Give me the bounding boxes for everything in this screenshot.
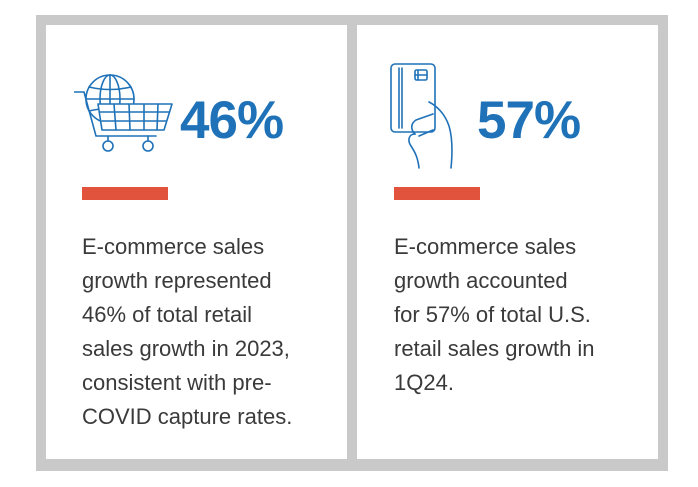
description-line: E-commerce sales <box>394 234 577 259</box>
description-line: consistent with pre- <box>82 370 272 395</box>
description-line: 1Q24. <box>394 370 454 395</box>
stat-description: E-commerce sales growth represented 46% … <box>82 230 337 434</box>
stat-description: E-commerce sales growth accounted for 57… <box>394 230 649 400</box>
globe-shopping-cart-icon <box>74 74 173 152</box>
stat-value: 57% <box>477 91 581 150</box>
description-line: growth accounted <box>394 268 568 293</box>
description-line: E-commerce sales <box>82 234 265 259</box>
description-line: growth represented <box>82 268 272 293</box>
stat-value: 46% <box>180 91 284 150</box>
description-line: COVID capture rates. <box>82 404 293 429</box>
hand-holding-card-icon <box>390 63 453 169</box>
stats-frame: 46% E-commerce sales growth represented … <box>36 15 668 471</box>
description-line: retail sales growth in <box>394 336 595 361</box>
stat-card-ecommerce-1q24: 57% E-commerce sales growth accounted fo… <box>357 25 658 459</box>
description-line: for 57% of total U.S. <box>394 302 591 327</box>
description-line: sales growth in 2023, <box>82 336 290 361</box>
description-line: 46% of total retail <box>82 302 252 327</box>
accent-rule <box>394 187 480 200</box>
stat-card-ecommerce-2023: 46% E-commerce sales growth represented … <box>46 25 347 459</box>
accent-rule <box>82 187 168 200</box>
